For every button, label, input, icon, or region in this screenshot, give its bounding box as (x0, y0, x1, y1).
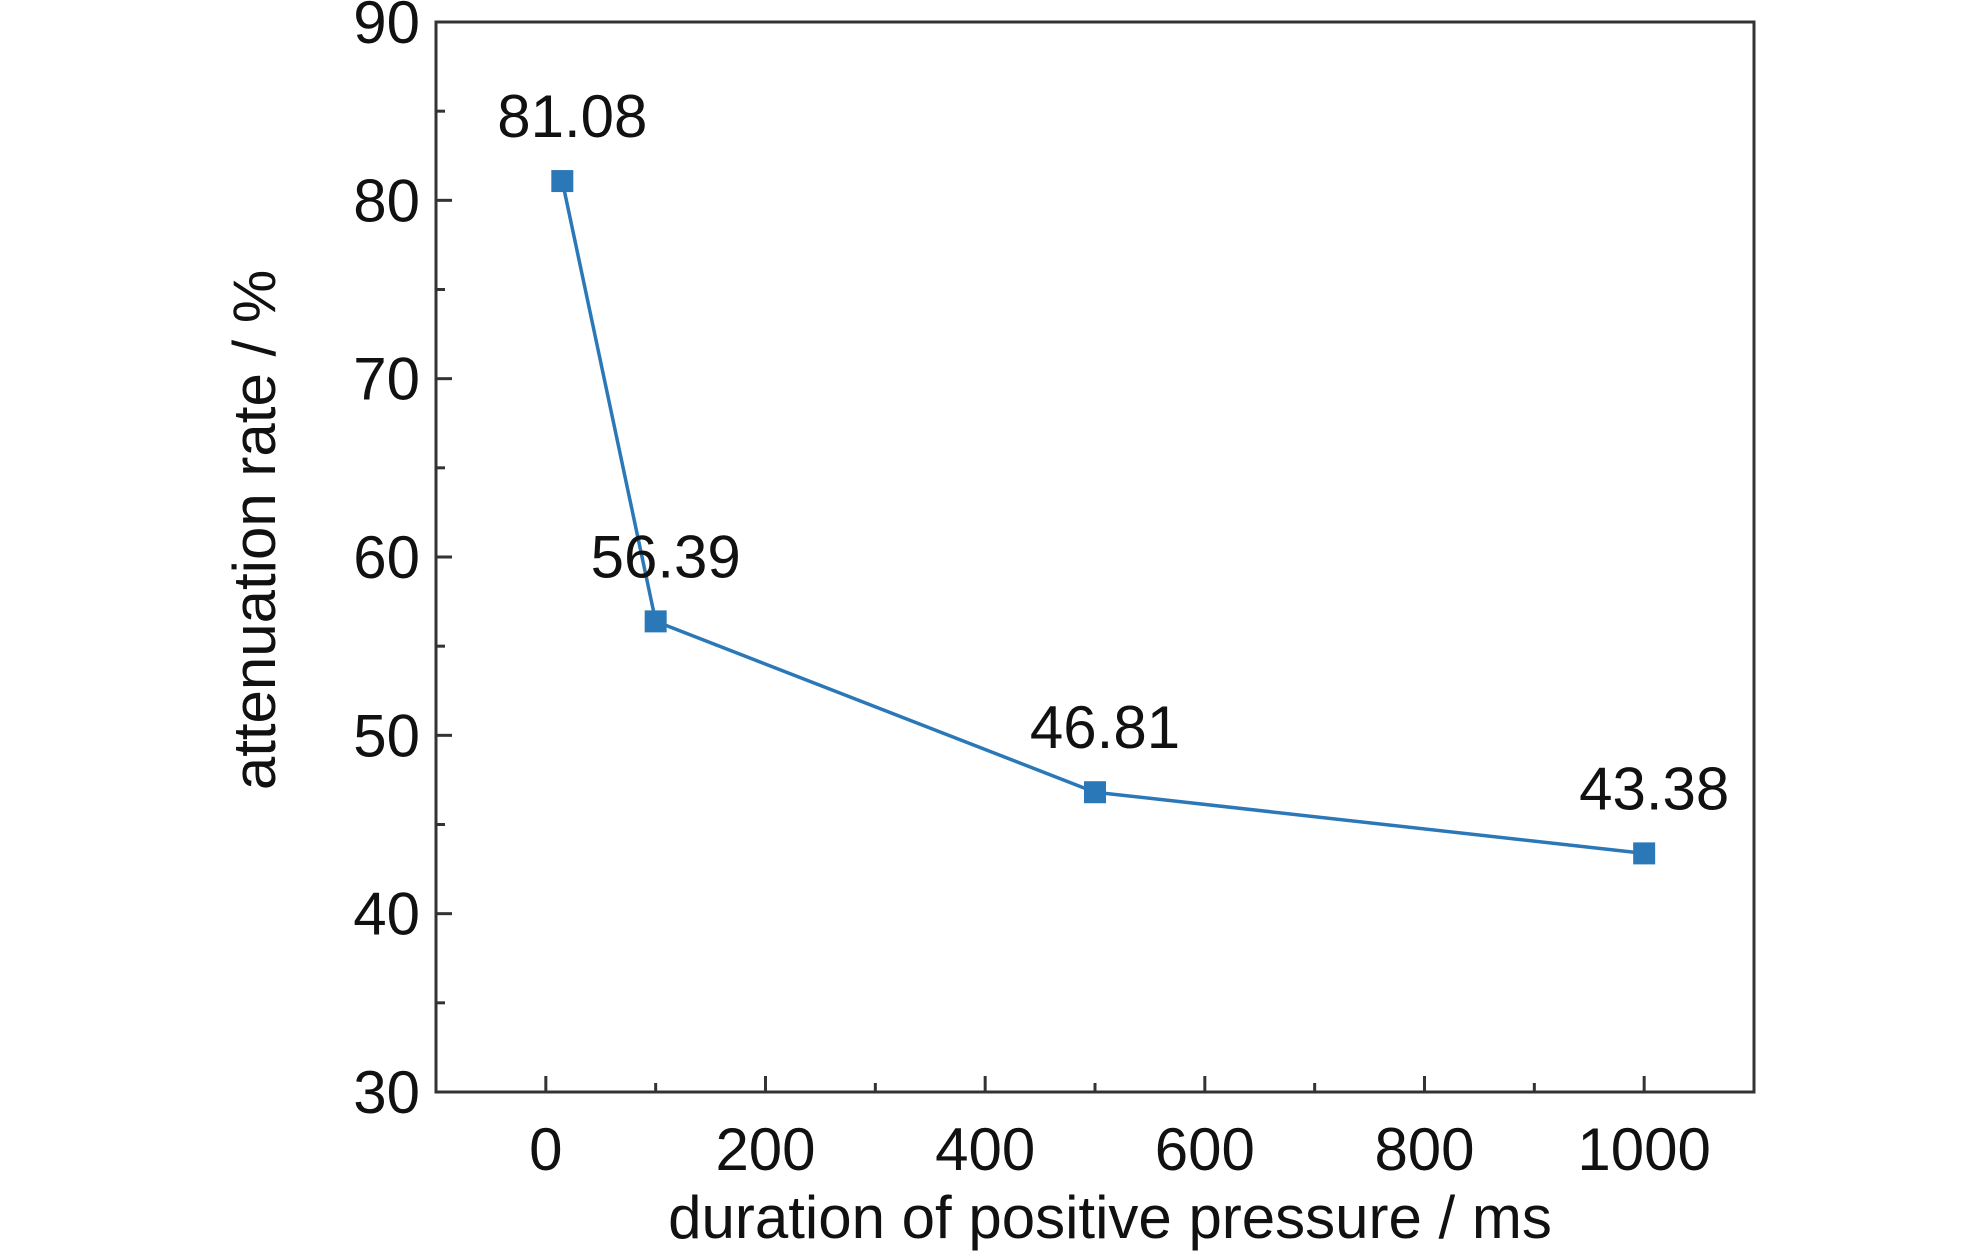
minor-ticks (436, 109, 1536, 1092)
data-point (1633, 842, 1656, 865)
x-tick-label: 800 (1374, 1116, 1474, 1183)
series-markers (551, 170, 1656, 865)
x-tick-label: 200 (715, 1116, 815, 1183)
x-tick-label: 600 (1155, 1116, 1255, 1183)
y-tick-labels: 30 40 50 60 70 80 90 (353, 0, 420, 1126)
y-tick-label: 30 (353, 1059, 420, 1126)
data-point (551, 170, 574, 193)
data-label: 43.38 (1579, 755, 1729, 822)
y-tick-label: 60 (353, 524, 420, 591)
data-label: 81.08 (497, 83, 647, 150)
major-ticks (436, 20, 1646, 1094)
x-tick-label: 400 (935, 1116, 1035, 1183)
x-tick-labels: 0 200 400 600 800 1000 (529, 1116, 1711, 1183)
data-label: 46.81 (1030, 694, 1180, 761)
x-axis-label: duration of positive pressure / ms (668, 1184, 1552, 1251)
data-point (644, 610, 667, 633)
y-axis-label: attenuation rate / % (221, 270, 288, 790)
y-tick-label: 70 (353, 346, 420, 413)
y-tick-label: 40 (353, 881, 420, 948)
y-tick-label: 80 (353, 167, 420, 234)
series-line (560, 180, 1645, 856)
data-point (1084, 781, 1106, 804)
x-tick-label: 1000 (1577, 1116, 1710, 1183)
y-tick-label: 90 (353, 0, 420, 56)
x-tick-label: 0 (529, 1116, 562, 1183)
data-label: 56.39 (591, 523, 741, 590)
data-labels: 81.08 56.39 46.81 43.38 (497, 83, 1729, 822)
series-lines (560, 180, 1645, 856)
y-tick-label: 50 (353, 702, 420, 769)
